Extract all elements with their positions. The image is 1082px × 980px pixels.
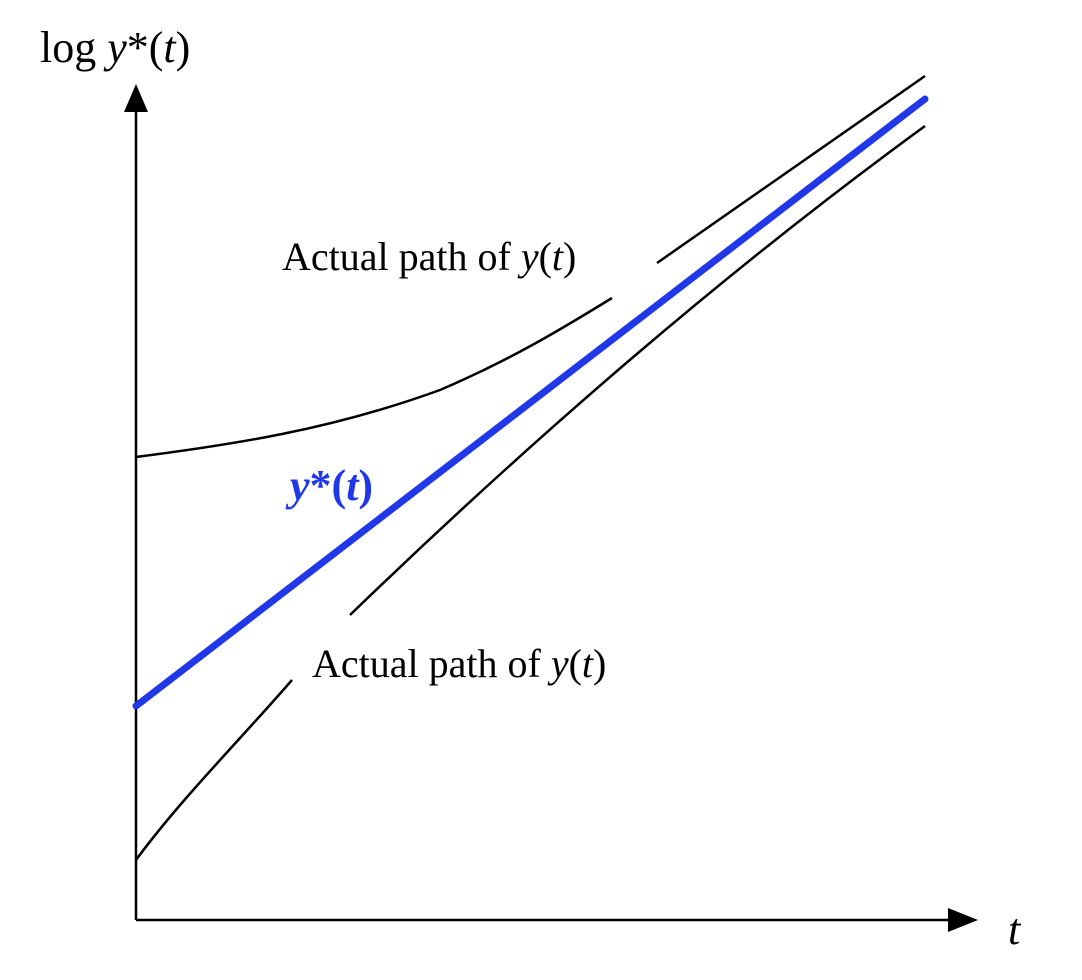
y-axis-label-prefix: log (40, 23, 107, 72)
lower-actual-path (134, 679, 293, 861)
upper-actual-path-continued (656, 74, 926, 265)
trend-label-var: y (285, 461, 310, 510)
trend-label: y*(t) (285, 461, 373, 510)
lower-path-label-close: ) (593, 641, 606, 686)
x-axis-arrowhead (948, 908, 978, 932)
upper-actual-path (135, 296, 613, 459)
lower-path-label: Actual path of y(t) (312, 641, 606, 686)
y-axis-label-close: ) (176, 23, 191, 72)
x-axis-label: t (1008, 905, 1022, 954)
lower-path-label-open: ( (569, 641, 582, 686)
upper-path-label-var: y (517, 234, 539, 279)
upper-path-label-open: ( (539, 234, 552, 279)
trend-label-star: *( (310, 461, 347, 510)
trend-line (132, 95, 929, 710)
trend-label-close: ) (358, 461, 373, 510)
upper-path-label-text: Actual path of (282, 234, 521, 279)
lower-path-label-var: y (547, 641, 569, 686)
lower-path-label-arg: t (582, 641, 594, 686)
y-axis-label: log y*(t) (40, 23, 190, 72)
lower-actual-path-continued (349, 124, 926, 616)
y-axis-label-var: y (103, 23, 127, 72)
y-axis-arrowhead (124, 84, 148, 112)
trend-label-arg: t (346, 461, 360, 510)
upper-path-label-close: ) (563, 234, 576, 279)
upper-path-label-arg: t (552, 234, 564, 279)
y-axis-label-star: *( (127, 23, 164, 72)
y-axis-label-arg: t (163, 23, 177, 72)
lower-path-label-text: Actual path of (312, 641, 551, 686)
upper-path-label: Actual path of y(t) (282, 234, 576, 279)
